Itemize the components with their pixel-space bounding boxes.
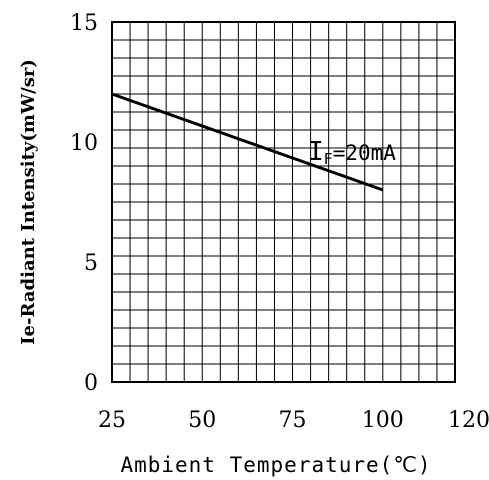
y-tick-label: 0 — [84, 371, 98, 396]
x-axis-ticks: 25 50 75 100 120 — [98, 408, 489, 433]
x-tick-label: 100 — [362, 408, 404, 433]
y-tick-label: 5 — [84, 251, 98, 276]
y-tick-label: 10 — [70, 131, 98, 156]
annotation-main: I — [308, 137, 324, 167]
series-label: IF=20mA — [308, 137, 396, 168]
x-tick-label: 50 — [188, 408, 216, 433]
x-tick-label: 25 — [98, 408, 126, 433]
annotation-sub: F — [324, 150, 333, 168]
x-tick-label: 75 — [279, 408, 307, 433]
x-axis-label: Ambient Temperature(℃) — [120, 453, 431, 477]
series-annotation: IF=20mA — [308, 137, 396, 168]
y-axis-label: Ie-Radiant Intensity(mW/sr) — [18, 59, 39, 345]
y-tick-label: 15 — [70, 11, 98, 36]
y-axis-ticks: 0 5 10 15 — [70, 11, 98, 396]
grid — [112, 22, 455, 382]
annotation-rest: =20mA — [333, 141, 397, 165]
x-tick-label: 120 — [448, 408, 489, 433]
